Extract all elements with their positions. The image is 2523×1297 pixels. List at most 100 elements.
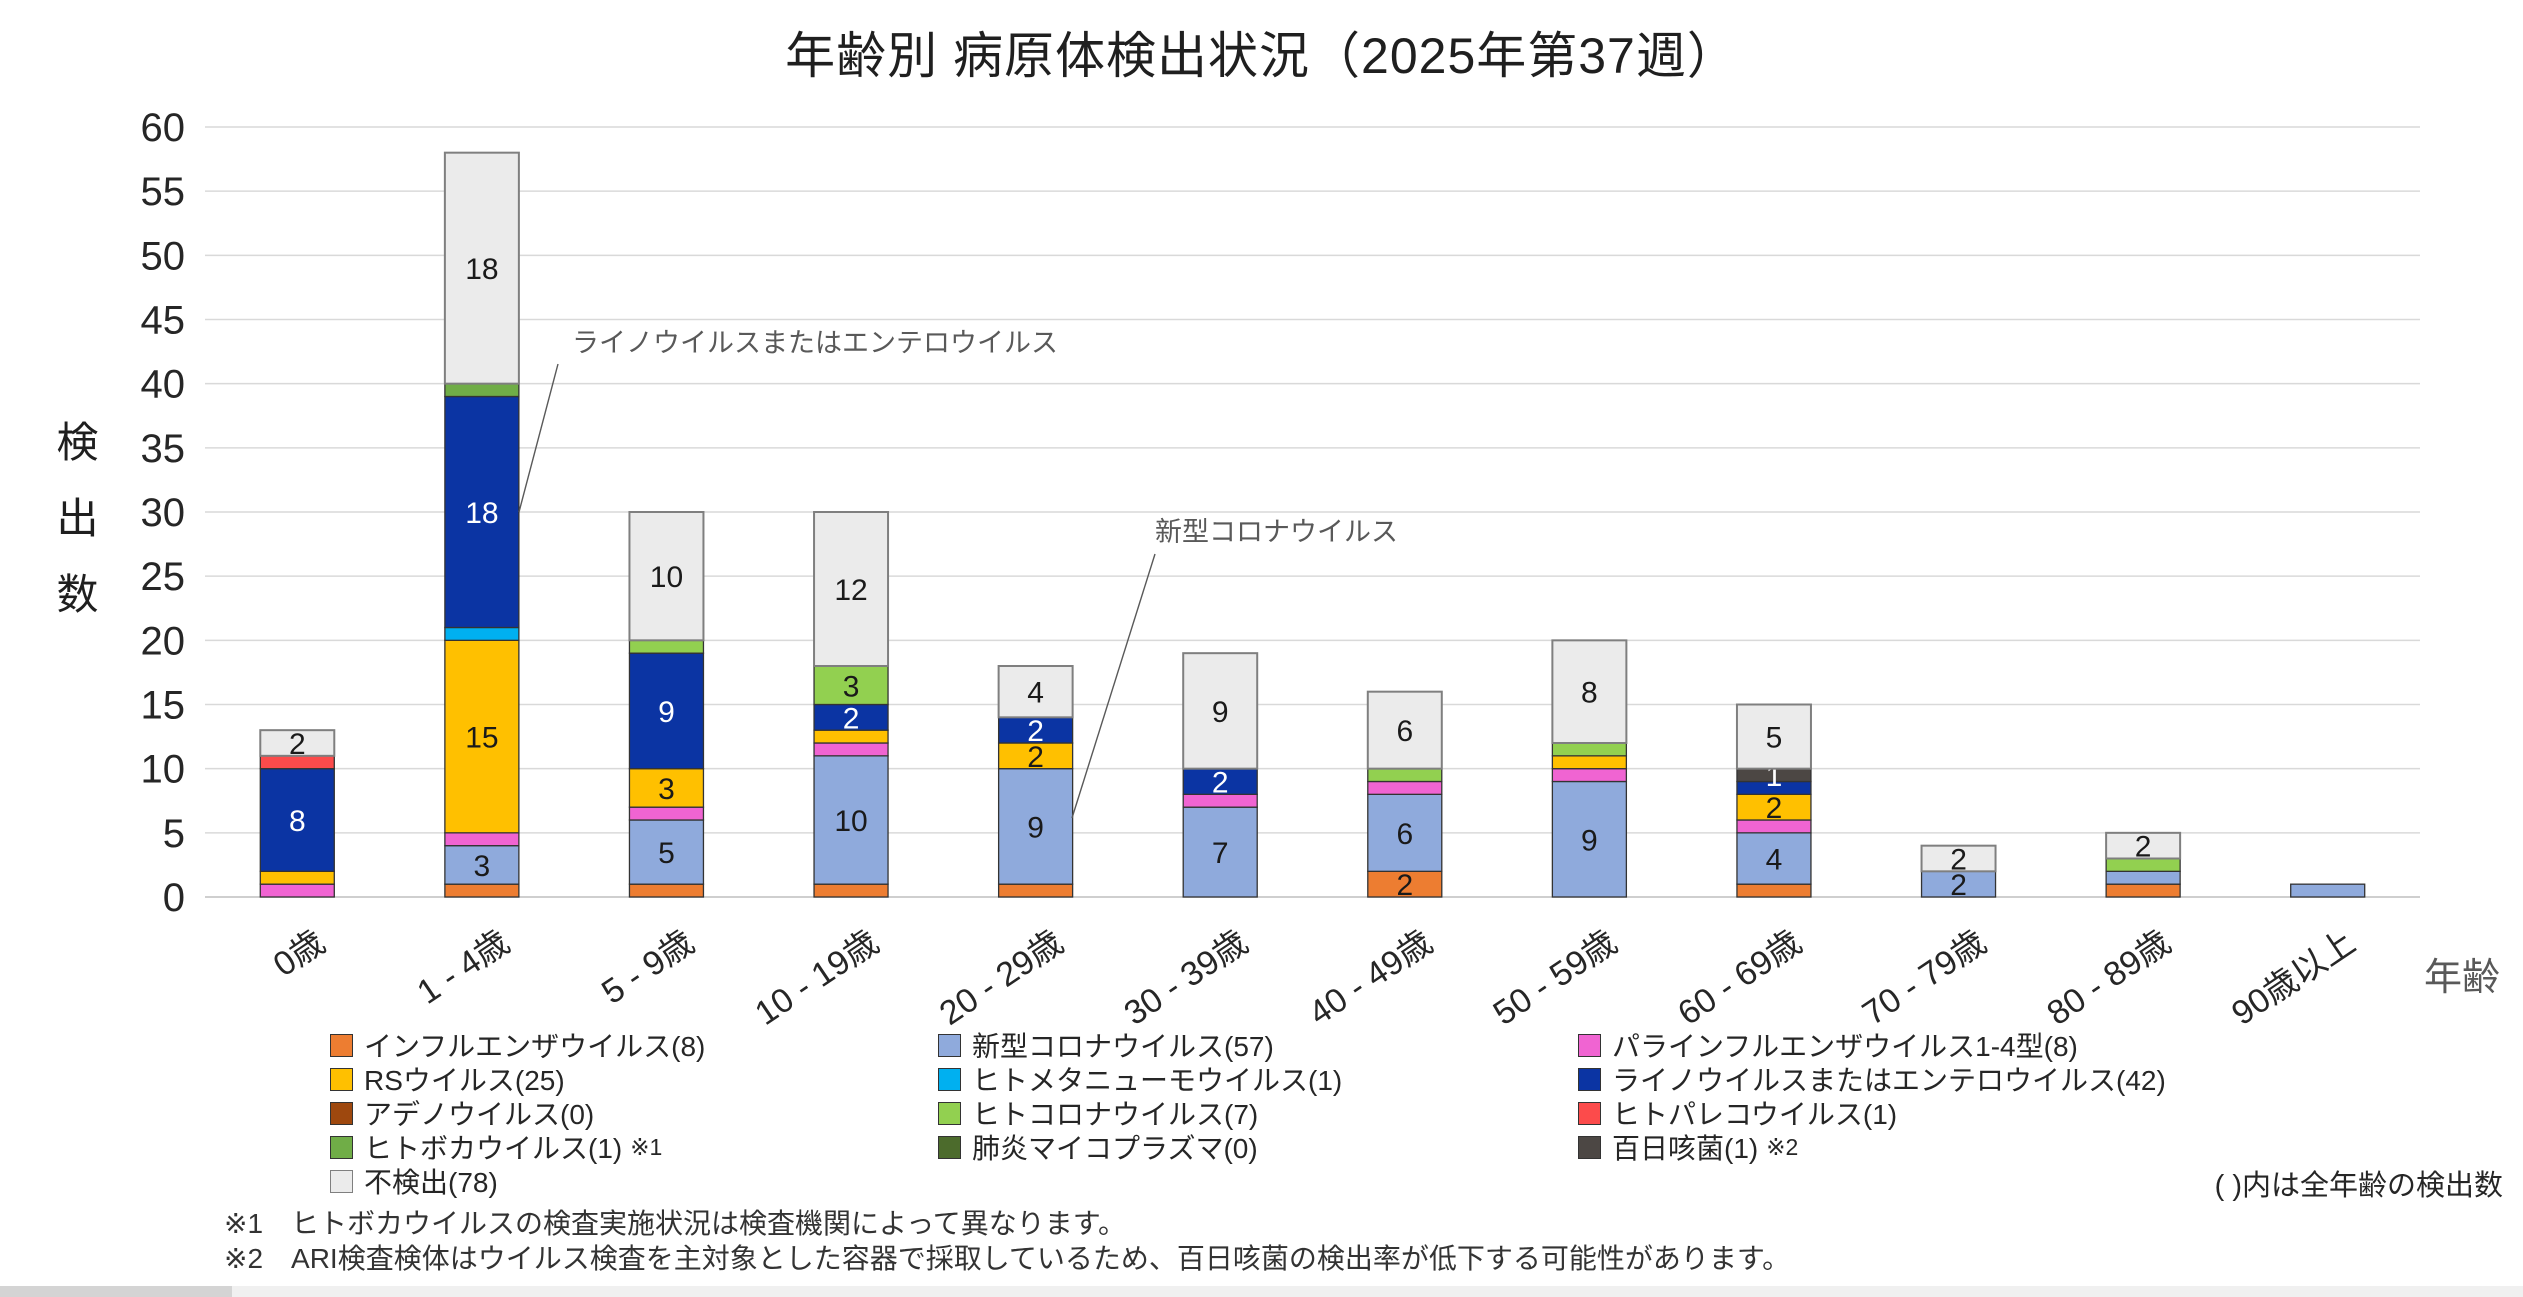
annotation-text: ライノウイルスまたはエンテロウイルス <box>572 328 1058 358</box>
bar-segment-label: 7 <box>1212 837 1229 870</box>
bar-segment-not_detected <box>1735 703 1812 770</box>
annotation-leader-line <box>1071 553 1156 819</box>
x-category-label: 0歳 <box>267 923 332 984</box>
y-tick-label: 30 <box>141 491 186 535</box>
legend-item-covid: 新型コロナウイルス(57) <box>938 1028 1342 1062</box>
bar-segment-covid <box>813 755 889 885</box>
bar-segment-rhino_entero <box>628 652 705 770</box>
x-category-label: 20 - 29歳 <box>933 923 1070 1033</box>
bar-segment-parainfluenza <box>628 806 705 821</box>
bar-segment-label: 3 <box>658 773 675 806</box>
legend-item-metapneumo: ヒトメタニューモウイルス(1) <box>938 1062 1342 1096</box>
legend-label-not_detected: 不検出(78) <box>364 1167 498 1198</box>
bar-segment-label: 5 <box>1766 722 1783 755</box>
bar-segment-label: 9 <box>1581 824 1598 857</box>
bar-segment-covid <box>444 845 520 885</box>
legend-swatch-not_detected <box>330 1169 353 1193</box>
legend-suffix-boca: ※1 <box>630 1133 663 1160</box>
bar-segment-label: 10 <box>650 561 683 594</box>
bar-segment-rhino_entero <box>1182 768 1258 795</box>
bar-segment-label: 9 <box>1212 696 1229 729</box>
bar-segment-not_detected <box>1182 652 1259 770</box>
bar-segment-label: 2 <box>1027 715 1044 748</box>
y-tick-label: 15 <box>141 684 186 728</box>
footnotes: ※1 ヒトボカウイルスの検査実施状況は検査機関によって異なります。 ※2 ARI… <box>224 1206 1790 1276</box>
x-category-label: 40 - 49歳 <box>1302 923 1439 1033</box>
bar-segment-covid <box>2290 883 2366 898</box>
bar-segment-hcov <box>1367 768 1443 783</box>
bar-segment-rs <box>997 742 1074 770</box>
bottom-scroll-strip <box>232 1286 2523 1297</box>
bar-segment-rs <box>444 639 520 834</box>
legend-swatch-parainfluenza <box>1578 1033 1601 1057</box>
legend-swatch-hcov <box>938 1101 961 1125</box>
bar-segment-influenza <box>2105 883 2181 898</box>
y-tick-label: 45 <box>141 299 186 343</box>
bar-segment-parainfluenza <box>444 832 520 847</box>
bar-segment-label: 18 <box>465 253 498 286</box>
y-axis-title: 検出数 <box>51 420 98 648</box>
legend-item-hcov: ヒトコロナウイルス(7) <box>938 1096 1342 1130</box>
legend-item-boca: ヒトボカウイルス(1) ※1 <box>330 1130 705 1164</box>
y-tick-label: 0 <box>163 876 185 920</box>
annotation-leader-line <box>518 363 559 513</box>
bar-segment-parainfluenza <box>1551 768 1628 783</box>
legend-label-myco: 肺炎マイコプラズマ(0) <box>972 1133 1258 1164</box>
legend-swatch-covid <box>938 1033 961 1057</box>
bar-segment-not_detected <box>443 151 520 385</box>
bar-segment-covid <box>1367 793 1443 872</box>
y-tick-label: 5 <box>163 812 185 856</box>
bar-segment-rhino_entero <box>259 768 335 872</box>
bar-segment-parainfluenza <box>813 742 889 757</box>
legend-item-parecho: ヒトパレコウイルス(1) <box>1578 1096 2166 1130</box>
bar-segment-label: 8 <box>289 805 306 838</box>
bar-segment-label: 6 <box>1396 818 1413 851</box>
bar-segment-label: 9 <box>1027 811 1044 844</box>
bar-segment-not_detected <box>628 511 705 642</box>
bar-segment-influenza <box>1736 883 1812 898</box>
legend-item-rs: RSウイルス(25) <box>330 1062 705 1096</box>
bar-segment-not_detected <box>259 729 336 757</box>
legend-label-influenza: インフルエンザウイルス(8) <box>364 1031 706 1062</box>
footnote-1: ※1 ヒトボカウイルスの検査実施状況は検査機関によって異なります。 <box>224 1208 1126 1239</box>
bar-segment-rs <box>259 870 335 885</box>
legend: インフルエンザウイルス(8) RSウイルス(25) アデノウイルス(0) ヒトボカウイ… <box>0 1028 2523 1203</box>
bar-segment-not_detected <box>1920 844 1997 873</box>
bar-segment-not_detected <box>2105 831 2182 860</box>
bar-segment-rhino_entero <box>444 395 520 629</box>
bar-segment-label: 8 <box>1581 677 1598 710</box>
x-category-label: 5 - 9歳 <box>595 923 701 1012</box>
legend-column-2: 新型コロナウイルス(57) ヒトメタニューモウイルス(1) ヒトコロナウイルス(7)… <box>938 1028 1342 1164</box>
legend-swatch-metapneumo <box>938 1067 961 1091</box>
legend-label-rs: RSウイルス(25) <box>364 1065 565 1096</box>
bottom-scroll-strip-left <box>0 1286 232 1297</box>
bar-segment-label: 3 <box>474 850 491 883</box>
bar-segment-covid <box>1551 780 1628 898</box>
bar-segment-label: 5 <box>658 837 675 870</box>
bar-segment-metapneumo <box>444 626 520 641</box>
bar-segment-label: 9 <box>658 696 675 729</box>
bar-segment-label: 12 <box>834 574 867 607</box>
legend-item-myco: 肺炎マイコプラズマ(0) <box>938 1130 1342 1164</box>
legend-label-covid: 新型コロナウイルス(57) <box>972 1031 1274 1062</box>
bar-segment-label: 2 <box>1950 869 1967 902</box>
x-category-label: 60 - 69歳 <box>1671 923 1808 1033</box>
legend-item-adeno: アデノウイルス(0) <box>330 1096 705 1130</box>
y-tick-label: 60 <box>141 106 186 150</box>
bar-segment-label: 2 <box>2135 831 2152 864</box>
bar-segment-covid <box>2105 870 2181 885</box>
bar-segment-influenza <box>444 883 520 898</box>
legend-item-influenza: インフルエンザウイルス(8) <box>330 1028 705 1062</box>
x-category-label: 10 - 19歳 <box>748 923 885 1033</box>
x-category-label: 50 - 59歳 <box>1487 923 1624 1033</box>
bar-segment-label: 2 <box>1766 792 1783 825</box>
bar-segment-rhino_entero <box>813 703 889 731</box>
bar-segment-rs <box>1736 793 1812 821</box>
legend-swatch-parecho <box>1578 1101 1601 1125</box>
x-category-label: 1 - 4歳 <box>410 923 516 1012</box>
legend-swatch-influenza <box>330 1033 353 1057</box>
bar-segment-label: 2 <box>1212 767 1229 800</box>
bar-segment-not_detected <box>1551 639 1628 744</box>
bar-segment-label: 4 <box>1766 844 1783 877</box>
